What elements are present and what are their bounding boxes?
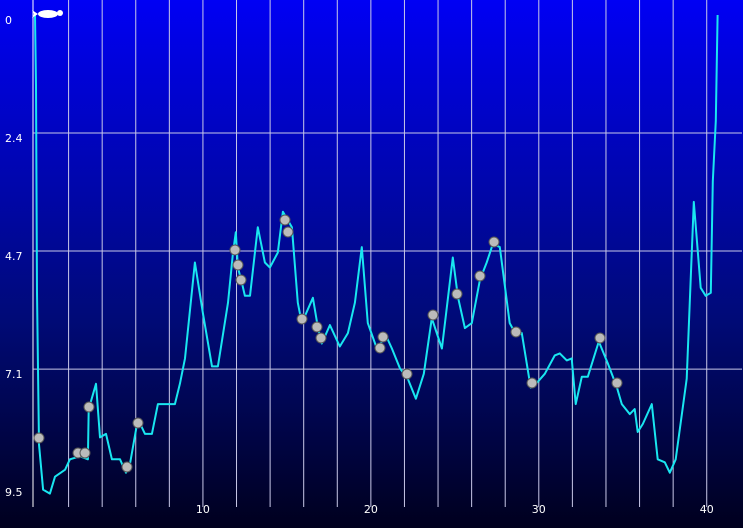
y-tick-label: 0 — [5, 14, 12, 27]
y-tick-label: 2.4 — [5, 132, 23, 145]
x-tick-label: 10 — [196, 503, 210, 516]
diver-icon — [32, 10, 63, 18]
x-tick-label: 30 — [532, 503, 546, 516]
x-tick-label: 20 — [364, 503, 378, 516]
y-tick-label: 9.5 — [5, 486, 23, 499]
photo-markers — [33, 214, 623, 473]
y-tick-label: 7.1 — [5, 368, 23, 381]
x-tick-label: 40 — [700, 503, 714, 516]
y-tick-label: 4.7 — [5, 250, 23, 263]
